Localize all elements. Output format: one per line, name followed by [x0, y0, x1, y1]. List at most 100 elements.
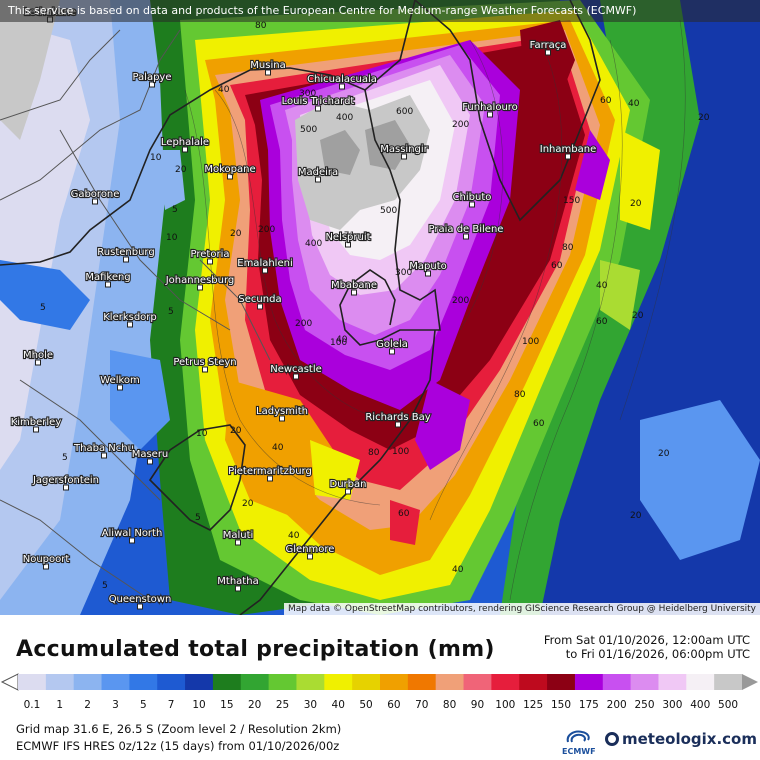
- contour-label: 80: [255, 21, 267, 31]
- contour-label: 400: [305, 239, 322, 249]
- contour-label: 5: [40, 303, 46, 313]
- legend-tick-label: 15: [220, 699, 233, 711]
- legend-swatch: [435, 674, 465, 690]
- legend-tick-label: 150: [551, 699, 571, 711]
- city-label: Lephalale: [161, 137, 209, 148]
- legend-swatch: [157, 674, 186, 690]
- city-marker-icon: [257, 303, 263, 310]
- legend-swatch: [658, 674, 687, 690]
- legend-swatch: [407, 674, 437, 690]
- model-info: ECMWF IFS HRES 0z/12z (15 days) from 01/…: [16, 739, 340, 753]
- city-label: Jagersfontein: [32, 475, 99, 486]
- city-label: Chicualacuala: [307, 74, 377, 85]
- city-marker-icon: [565, 153, 571, 160]
- city-label: Ladysmith: [256, 406, 308, 417]
- contour-label: 5: [168, 307, 174, 317]
- legend-tick-label: 50: [359, 699, 372, 711]
- precipitation-map[interactable]: 80 40 60 20 10 20 5 300 500 400 600 200 …: [0, 0, 760, 615]
- city-marker-icon: [147, 458, 153, 465]
- city-marker-icon: [463, 233, 469, 240]
- period-to: to Fri 01/16/2026, 06:00pm UTC: [565, 647, 750, 661]
- contour-label: 40: [628, 99, 640, 109]
- city-marker-icon: [63, 484, 69, 491]
- city-marker-icon: [469, 201, 475, 208]
- contour-label: 60: [596, 317, 608, 327]
- period-from: From Sat 01/10/2026, 12:00am UTC: [543, 633, 750, 647]
- contour-label: 100: [392, 447, 409, 457]
- city-label: Maseru: [132, 449, 169, 460]
- city-label: Noupoort: [23, 554, 70, 565]
- city-marker-icon: [101, 452, 107, 459]
- city-label: Petrus Steyn: [173, 357, 236, 368]
- city-marker-icon: [202, 366, 208, 373]
- city-label: Madeira: [298, 167, 338, 178]
- contour-label: 40: [336, 335, 348, 345]
- city-label: Kimberley: [11, 417, 62, 428]
- contour-label: 60: [398, 509, 410, 519]
- legend-swatch: [547, 674, 576, 690]
- city-marker-icon: [182, 146, 188, 153]
- contour-label: 10: [150, 153, 162, 163]
- legend-tick-label: 1: [56, 699, 63, 711]
- city-label: Golela: [376, 339, 408, 350]
- contour-label: 80: [368, 448, 380, 458]
- contour-label: 20: [698, 113, 710, 123]
- legend-swatch: [602, 674, 632, 690]
- legend-swatch: [212, 674, 242, 690]
- city-label: Mokopane: [204, 164, 255, 175]
- forecast-period: From Sat 01/10/2026, 12:00am UTC to Fri …: [544, 633, 750, 661]
- contour-label: 300: [395, 268, 412, 278]
- legend-tick-label: 30: [304, 699, 317, 711]
- city-marker-icon: [35, 359, 41, 366]
- city-marker-icon: [129, 537, 135, 544]
- city-marker-icon: [43, 563, 49, 570]
- city-marker-icon: [279, 415, 285, 422]
- city-label: Musina: [250, 60, 285, 71]
- legend-swatch: [714, 674, 743, 690]
- city-label: Louis Trichardt: [282, 96, 355, 107]
- legend-scale: 0.1 1 2 3 5 7 10 15 20 25 30 40 50 60 70 80 90 100 125 150 1…: [0, 673, 758, 711]
- city-marker-icon: [345, 241, 351, 248]
- contour-label: 200: [295, 319, 312, 329]
- contour-label: 20: [630, 511, 642, 521]
- legend-tick-label: 400: [690, 699, 710, 711]
- city-label: Welkom: [100, 375, 140, 386]
- ecmwf-logo: ECMWF: [562, 727, 602, 757]
- city-label: Mafikeng: [85, 272, 130, 283]
- contour-label: 5: [172, 205, 178, 215]
- legend-swatch: [296, 674, 325, 690]
- city-label: Gaborone: [71, 189, 120, 200]
- city-label: Massingir: [380, 144, 428, 155]
- city-marker-icon: [197, 284, 203, 291]
- legend-swatch: [185, 674, 214, 690]
- contour-label: 500: [380, 206, 397, 216]
- contour-label: 500: [300, 125, 317, 135]
- city-label: Funhalouro: [462, 102, 518, 113]
- ecmwf-banner: This service is based on data and produc…: [0, 0, 760, 22]
- meteologix-icon: [605, 732, 619, 746]
- legend-swatch: [18, 674, 47, 690]
- legend-tick-label: 500: [718, 699, 738, 711]
- city-label: Praia de Bilene: [429, 224, 504, 235]
- contour-label: 171: [338, 231, 355, 241]
- city-label: Mhole: [23, 350, 53, 361]
- contour-label: 40: [272, 443, 284, 453]
- city-label: Johannesburg: [165, 275, 235, 286]
- contour-label: 80: [562, 243, 574, 253]
- city-label: Klerksdorp: [103, 312, 157, 323]
- city-marker-icon: [235, 539, 241, 546]
- city-marker-icon: [117, 384, 123, 391]
- legend-tick-label: 40: [332, 699, 345, 711]
- city-label: Farraça: [530, 40, 567, 51]
- city-label: Secunda: [238, 294, 281, 305]
- city-marker-icon: [105, 281, 111, 288]
- city-label: Richards Bay: [365, 412, 430, 423]
- legend-max-arrow: [742, 674, 758, 690]
- legend-tick-label: 175: [579, 699, 599, 711]
- contour-label: 600: [396, 107, 413, 117]
- legend-swatch: [519, 674, 548, 690]
- city-label: Maputo: [409, 261, 446, 272]
- contour-label: 20: [175, 165, 187, 175]
- contour-label: 20: [230, 229, 242, 239]
- legend-swatch: [45, 674, 75, 690]
